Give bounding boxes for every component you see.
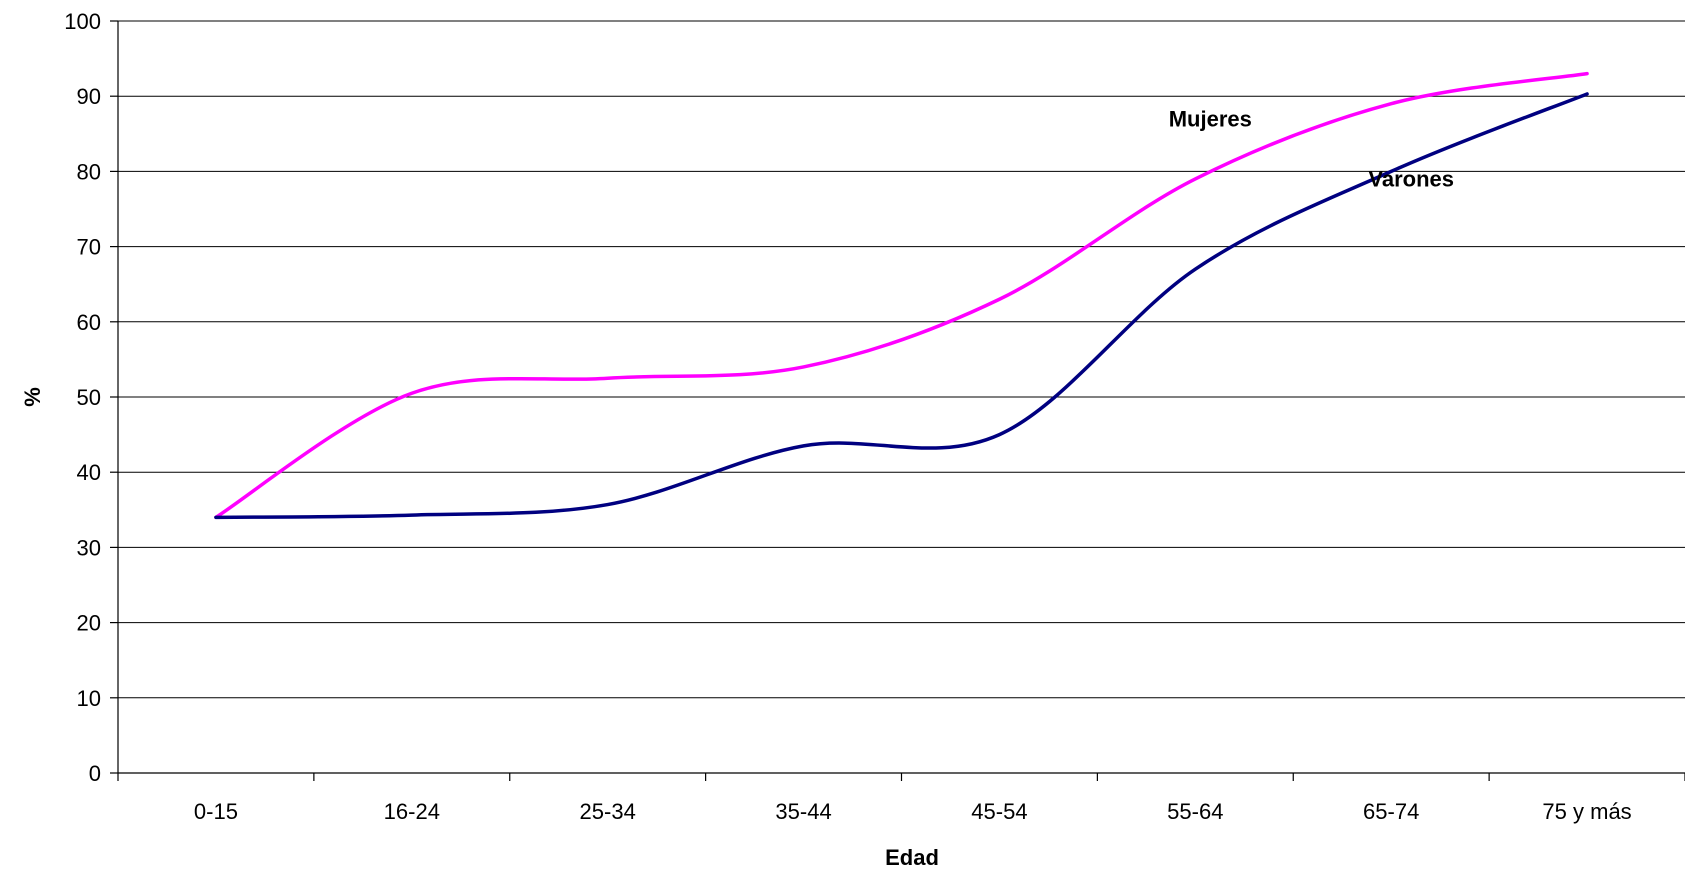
x-tick-label: 16-24 <box>384 799 440 824</box>
gridlines <box>118 20 1685 699</box>
y-tick-label: 40 <box>77 460 101 485</box>
y-tick-labels: 0 10 20 30 40 50 60 70 80 90 100 <box>64 9 101 786</box>
x-tick-label: 45-54 <box>971 799 1027 824</box>
y-tick-label: 30 <box>77 535 101 560</box>
x-axis-title: Edad <box>885 845 939 869</box>
y-tick-label: 50 <box>77 385 101 410</box>
y-tick-label: 20 <box>77 611 101 636</box>
y-tick-label: 60 <box>77 310 101 335</box>
axes <box>110 20 1685 781</box>
y-tick-label: 90 <box>77 84 101 109</box>
y-tick-label: 0 <box>89 761 101 786</box>
series-labels: Mujeres Varones <box>1169 106 1454 191</box>
x-tick-label: 0-15 <box>194 799 238 824</box>
y-axis-title: % <box>20 387 45 407</box>
series-lines <box>214 71 1589 520</box>
x-tick-label: 65-74 <box>1363 799 1419 824</box>
x-tick-label: 55-64 <box>1167 799 1223 824</box>
y-tick-label: 80 <box>77 159 101 184</box>
series-line-varones <box>214 92 1589 520</box>
series-label-mujeres: Mujeres <box>1169 106 1252 131</box>
x-tick-label: 75 y más <box>1542 799 1631 824</box>
series-line-mujeres <box>214 71 1589 520</box>
y-tick-label: 100 <box>64 9 101 34</box>
x-tick-label: 25-34 <box>580 799 636 824</box>
x-tick-labels: 0-15 16-24 25-34 35-44 45-54 55-64 65-74 75 y m… <box>194 799 1632 824</box>
x-tick-label: 35-44 <box>775 799 831 824</box>
series-label-varones: Varones <box>1368 166 1454 191</box>
y-tick-label: 10 <box>77 686 101 711</box>
y-tick-label: 70 <box>77 235 101 260</box>
